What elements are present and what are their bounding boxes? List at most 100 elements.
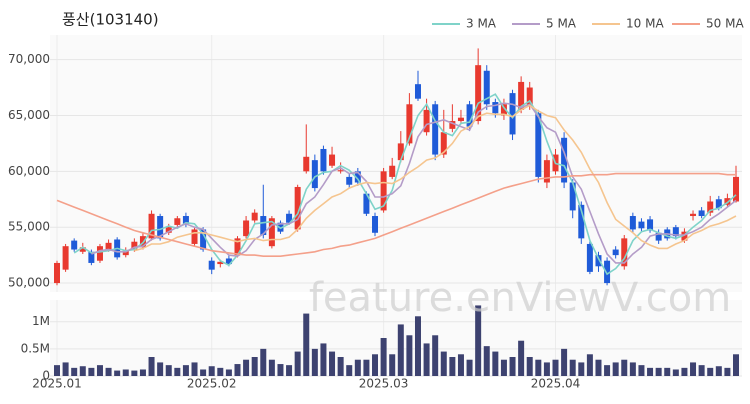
volume-bar [432, 335, 439, 376]
volume-bar [509, 357, 516, 376]
candle-body [561, 137, 568, 183]
candle-body [346, 176, 353, 185]
volume-bar [449, 357, 456, 376]
candle-body [320, 148, 327, 172]
volume-bar [243, 359, 250, 376]
volume-bar [698, 365, 705, 376]
volume-bar [208, 366, 215, 376]
candle-body [294, 186, 301, 230]
volume-bar [105, 367, 112, 376]
volume-bar [621, 359, 628, 376]
candle-body [380, 171, 387, 211]
volume-bar [346, 365, 353, 376]
volume-bar [62, 362, 69, 376]
candle-body [569, 182, 576, 211]
candle-body [475, 65, 482, 122]
volume-bar [681, 367, 688, 376]
volume-bar [535, 359, 542, 376]
candle-body [638, 221, 645, 229]
candle-body [578, 204, 585, 239]
volume-bar [612, 362, 619, 376]
volume-bar [733, 354, 739, 376]
candle-body [268, 218, 275, 247]
candle-body [621, 238, 628, 267]
volume-bar [389, 354, 396, 376]
ma-line [56, 172, 736, 257]
volume-bar [595, 359, 602, 376]
volume-bar [157, 362, 164, 376]
candle-body [543, 160, 550, 183]
volume-bar [372, 354, 379, 376]
candle-body [647, 219, 654, 231]
watermark: feature.enViewV.com [309, 275, 731, 321]
candle-body [423, 109, 430, 133]
volume-bar [664, 367, 671, 376]
volume-bar [629, 362, 636, 376]
volume-bar [543, 362, 550, 376]
candle-body [698, 210, 705, 217]
legend-label: 50 MA [706, 17, 744, 31]
candle-body [122, 250, 129, 256]
candle-body [54, 262, 60, 284]
volume-bar [526, 357, 533, 376]
x-tick-label: 2025.02 [187, 377, 237, 391]
volume-bar [303, 313, 310, 376]
candle-body [492, 102, 499, 114]
ma-line [134, 104, 737, 252]
y-tick-label: 50,000 [8, 276, 50, 290]
volume-bar [707, 367, 714, 376]
volume-bar [217, 367, 224, 376]
volume-bar [225, 369, 232, 376]
volume-bar [174, 367, 181, 376]
volume-bar [655, 367, 662, 376]
volume-bar [647, 367, 654, 376]
x-tick-label: 2025.03 [359, 377, 409, 391]
y-tick-label: 55,000 [8, 220, 50, 234]
candle-body [483, 70, 490, 105]
candle-body [148, 213, 155, 239]
x-tick-label: 2025.04 [531, 377, 581, 391]
candle-body [586, 243, 593, 272]
candle-body [71, 240, 78, 250]
volume-bar [79, 366, 86, 376]
volume-bar [715, 366, 722, 376]
candle-body [191, 229, 198, 244]
candle-body [260, 216, 267, 236]
volume-bar [268, 359, 275, 376]
candle-body [88, 251, 95, 263]
candle-body [182, 216, 189, 224]
volume-bar [337, 357, 344, 376]
volume-bar [260, 348, 267, 376]
volume-bar [466, 359, 473, 376]
candle-body [733, 176, 739, 202]
candle-body [354, 171, 361, 183]
volume-bar [122, 369, 129, 376]
volume-bar [200, 369, 207, 376]
candle-body [389, 165, 396, 177]
volume-bar [88, 367, 95, 376]
volume-bar [518, 340, 525, 376]
legend-label: 10 MA [626, 17, 664, 31]
volume-bar [586, 354, 593, 376]
volume-bar [148, 357, 155, 376]
candle-body [449, 121, 456, 129]
volume-bar [569, 359, 576, 376]
candle-body [440, 132, 447, 155]
volume-bar [672, 369, 679, 376]
candle-body [174, 218, 181, 225]
volume-bar [191, 362, 198, 376]
candle-body [457, 117, 464, 122]
candle-body [432, 104, 439, 155]
candle-body [165, 227, 172, 233]
volume-bar [578, 362, 585, 376]
volume-bar [414, 316, 421, 376]
candle-body [509, 93, 516, 135]
volume-bar [131, 370, 138, 376]
volume-bar [423, 343, 430, 376]
volume-bar [54, 365, 60, 376]
candle-body [243, 220, 250, 237]
candle-body [672, 227, 679, 237]
volume-bar [251, 357, 258, 376]
candle-body [200, 229, 207, 250]
